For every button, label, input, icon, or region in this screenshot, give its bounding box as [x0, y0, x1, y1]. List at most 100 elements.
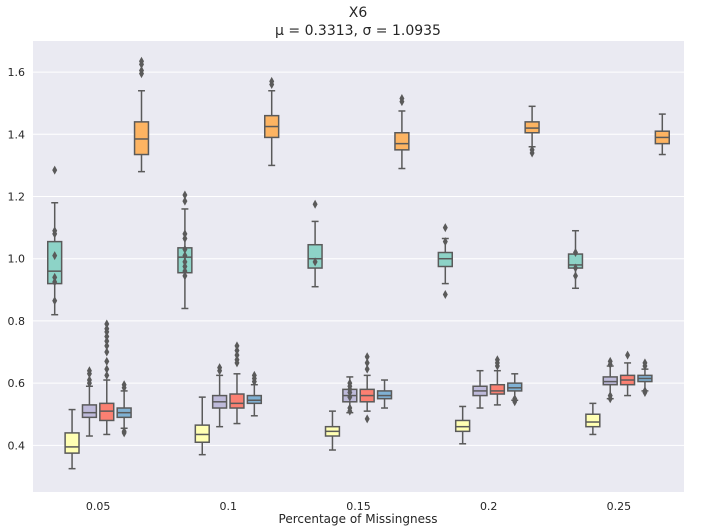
box-series-4-0.1: [229, 341, 245, 425]
outlier-point: [121, 428, 127, 438]
y-tick-label: 0.6: [8, 377, 26, 390]
outlier-point: [312, 199, 318, 209]
y-tick-label: 0.4: [8, 439, 26, 452]
outlier-point: [442, 289, 448, 299]
box-series-3-0.15: [342, 376, 358, 416]
outlier-point: [121, 383, 127, 393]
outlier-point: [347, 406, 353, 416]
outlier-point: [234, 341, 240, 351]
x-tick-label: 0.25: [607, 500, 632, 513]
outlier-point: [251, 377, 257, 387]
y-tick-labels: 0.4 0.6 0.8 1.0 1.2 1.4 1.6: [8, 66, 26, 452]
outlier-point: [573, 263, 578, 273]
box-series-6-0.05: [133, 56, 150, 173]
outlier-point: [234, 358, 240, 368]
outlier-point: [139, 69, 144, 79]
outlier-point: [52, 229, 58, 239]
outlier-point: [104, 370, 110, 380]
box-series-2-0.1: [194, 396, 210, 456]
iqr-box: [454, 419, 471, 433]
outlier-point: [104, 327, 110, 337]
box-series-5-0.2: [507, 373, 523, 407]
box-series-4-0.15: [359, 352, 375, 424]
outlier-point: [364, 414, 370, 424]
outlier-point: [104, 356, 110, 366]
iqr-box: [602, 376, 618, 386]
y-tick-label: 1.6: [8, 66, 26, 79]
outlier-point: [104, 331, 110, 341]
outlier-point: [529, 148, 535, 158]
outlier-point: [182, 271, 188, 281]
box-series-4-0.2: [489, 355, 506, 406]
box-series-2-0.15: [324, 410, 341, 451]
outlier-point: [399, 97, 405, 107]
box-series-5-0.1: [246, 370, 263, 417]
x-tick-label: 0.2: [480, 500, 498, 513]
outlier-point: [642, 387, 648, 397]
outlier-point: [52, 165, 58, 175]
outlier-point: [86, 369, 92, 379]
outlier-point: [347, 392, 353, 402]
iqr-box: [307, 243, 323, 269]
outlier-point: [52, 277, 58, 287]
outlier-point: [182, 229, 188, 239]
box-series-4-0.05: [99, 319, 115, 436]
box-series-6-0.15: [394, 94, 410, 170]
outlier-point: [182, 266, 188, 276]
outlier-point: [104, 347, 110, 357]
box-series-2-0.25: [585, 402, 601, 436]
outlier-point: [607, 359, 613, 369]
outlier-point: [104, 336, 110, 346]
box-series-1-0.15: [307, 199, 323, 288]
outlier-point: [494, 361, 500, 371]
x-tick-labels: 0.05 0.1 0.15 0.2 0.25: [86, 500, 631, 513]
y-tick-label: 1.2: [8, 191, 26, 204]
outlier-point: [642, 361, 648, 371]
box-series-2-0.05: [64, 408, 80, 470]
y-tick-label: 0.8: [8, 315, 26, 328]
box-groups: [47, 56, 670, 470]
outlier-point: [442, 237, 448, 247]
box-series-1-0.2: [437, 223, 453, 299]
x-axis-label: Percentage of Missingness: [279, 512, 438, 526]
box-series-4-0.25: [619, 350, 636, 397]
iqr-box: [133, 121, 150, 156]
outlier-point: [182, 262, 188, 271]
x-tick-label: 0.1: [220, 500, 238, 513]
outlier-point: [182, 190, 188, 200]
box-series-3-0.1: [211, 363, 228, 428]
outlier-point: [52, 272, 58, 282]
iqr-box: [585, 413, 601, 428]
box-series-6-0.25: [654, 113, 670, 156]
box-series-6-0.2: [524, 105, 540, 158]
y-tick-label: 1.4: [8, 128, 26, 141]
outlier-point: [364, 358, 370, 368]
iqr-box: [437, 251, 453, 268]
box-series-1-0.1: [177, 190, 193, 310]
box-series-3-0.05: [81, 366, 98, 437]
chart-title: X6: [349, 5, 368, 21]
outlier-point: [573, 271, 578, 281]
outlier-point: [234, 350, 240, 360]
outlier-point: [104, 341, 110, 351]
iqr-box: [376, 390, 393, 400]
x-tick-label: 0.15: [346, 500, 371, 513]
box-series-1-0.05: [47, 165, 63, 316]
box-series-1-0.25: [567, 229, 584, 290]
iqr-box: [64, 432, 80, 454]
box-series-2-0.2: [454, 405, 471, 445]
iqr-box: [507, 382, 523, 392]
box-series-3-0.25: [602, 356, 618, 404]
iqr-box: [394, 132, 410, 151]
iqr-box: [489, 383, 506, 395]
iqr-box: [194, 424, 210, 443]
outlier-point: [607, 394, 613, 404]
iqr-box: [81, 404, 98, 419]
outlier-point: [182, 257, 188, 267]
outlier-point: [217, 366, 223, 376]
outlier-point: [104, 364, 110, 374]
outlier-point: [104, 319, 110, 329]
outlier-point: [573, 248, 578, 258]
outlier-point: [139, 59, 144, 69]
